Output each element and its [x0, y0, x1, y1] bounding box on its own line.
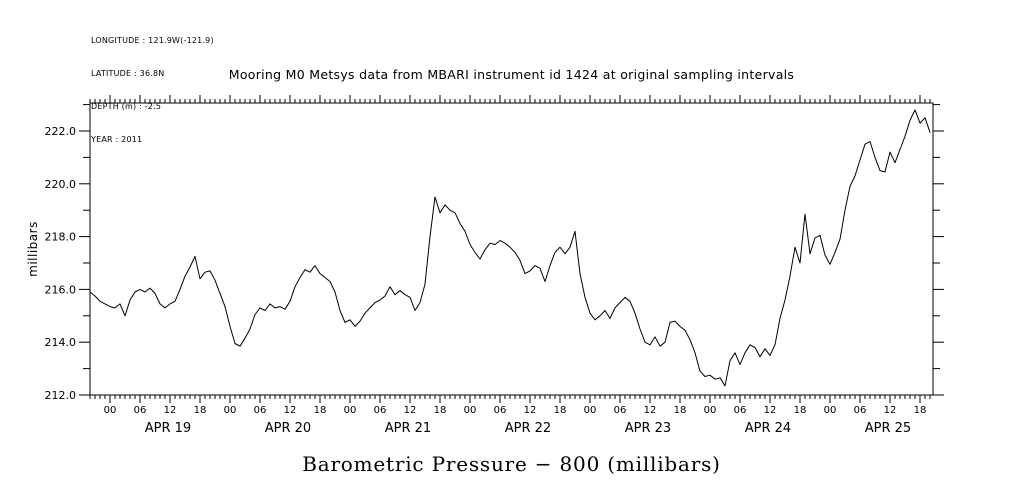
x-hour-tick-label: 18	[194, 405, 207, 416]
y-tick-label: 216.0	[45, 283, 77, 296]
x-hour-tick-label: 00	[824, 405, 837, 416]
x-day-label: APR 23	[625, 421, 671, 436]
x-hour-tick-label: 12	[524, 405, 537, 416]
y-tick-label: 214.0	[45, 336, 77, 349]
x-hour-tick-label: 06	[134, 405, 147, 416]
x-hour-tick-label: 12	[884, 405, 897, 416]
x-hour-tick-label: 06	[494, 405, 507, 416]
metadata-depth: DEPTH (m) : -2.5	[91, 102, 162, 111]
x-hour-tick-label: 12	[284, 405, 297, 416]
bottom-title: Barometric Pressure − 800 (millibars)	[302, 452, 721, 476]
x-hour-tick-label: 12	[164, 405, 177, 416]
x-hour-tick-label: 18	[794, 405, 807, 416]
axis-frame	[89, 102, 934, 396]
x-day-label: APR 25	[865, 421, 911, 436]
x-hour-tick-label: 06	[614, 405, 627, 416]
x-hour-tick-label: 06	[254, 405, 267, 416]
x-day-label: APR 19	[145, 421, 191, 436]
x-hour-tick-label: 00	[344, 405, 357, 416]
x-hour-tick-label: 06	[374, 405, 387, 416]
x-hour-tick-label: 18	[554, 405, 567, 416]
x-hour-tick-label: 18	[314, 405, 327, 416]
plot-title: Mooring M0 Metsys data from MBARI instru…	[228, 67, 795, 82]
x-day-label: APR 22	[505, 421, 551, 436]
y-tick-label: 220.0	[45, 178, 77, 191]
metadata-latitude: LATITUDE : 36.8N	[91, 69, 165, 78]
x-hour-tick-label: 00	[584, 405, 597, 416]
y-tick-label: 212.0	[45, 389, 77, 402]
y-tick-label: 222.0	[45, 125, 77, 138]
x-hour-tick-label: 18	[674, 405, 687, 416]
x-hour-tick-label: 00	[464, 405, 477, 416]
pressure-data-line	[89, 109, 931, 387]
x-hour-tick-label: 06	[854, 405, 867, 416]
x-hour-tick-label: 00	[104, 405, 117, 416]
metadata-year: YEAR : 2011	[91, 135, 143, 144]
x-day-label: APR 24	[745, 421, 791, 436]
x-hour-tick-label: 18	[434, 405, 447, 416]
metadata-longitude: LONGITUDE : 121.9W(-121.9)	[91, 36, 214, 45]
metadata-block: LONGITUDE : 121.9W(-121.9) LATITUDE : 36…	[91, 13, 214, 167]
x-hour-tick-label: 06	[734, 405, 747, 416]
x-hour-tick-label: 00	[224, 405, 237, 416]
y-tick-label: 218.0	[45, 231, 77, 244]
x-hour-tick-label: 12	[404, 405, 417, 416]
x-day-label: APR 21	[385, 421, 431, 436]
x-day-label: APR 20	[265, 421, 311, 436]
x-hour-tick-label: 18	[914, 405, 927, 416]
x-hour-tick-label: 00	[704, 405, 717, 416]
x-hour-tick-label: 12	[764, 405, 777, 416]
x-hour-tick-label: 12	[644, 405, 657, 416]
